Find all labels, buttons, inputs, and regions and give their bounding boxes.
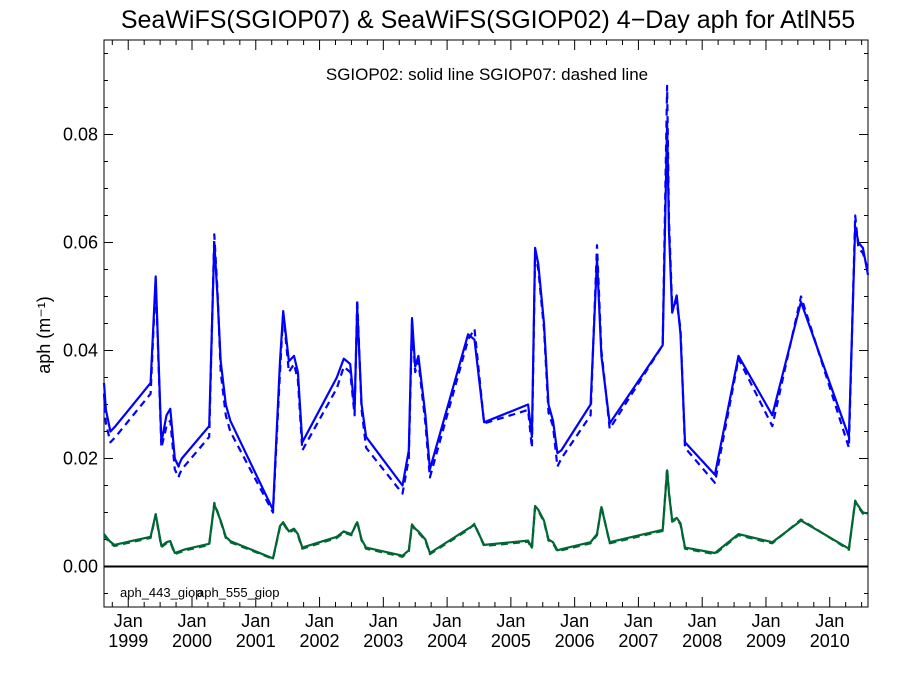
x-tick-label-year: 2010 <box>810 631 850 651</box>
series-line-aph-555-giop-sgiop07 <box>103 467 869 561</box>
chart-title: SeaWiFS(SGIOP07) & SeaWiFS(SGIOP02) 4−Da… <box>121 6 855 34</box>
x-tick-label-year: 2003 <box>363 631 403 651</box>
x-tick-label-month: Jan <box>496 611 525 631</box>
x-tick-label-year: 2001 <box>236 631 276 651</box>
x-tick-label-month: Jan <box>624 611 653 631</box>
y-axis: 0.00 0.02 0.04 0.06 0.08 <box>63 53 868 594</box>
x-tick-label-month: Jan <box>815 611 844 631</box>
x-tick-label-month: Jan <box>560 611 589 631</box>
x-tick-label-year: 1999 <box>108 631 148 651</box>
x-tick-label-year: 2004 <box>427 631 467 651</box>
y-tick-label: 0.08 <box>63 125 98 145</box>
x-tick-label-year: 2005 <box>491 631 531 651</box>
x-tick-label-year: 2002 <box>300 631 340 651</box>
x-tick-label-month: Jan <box>751 611 780 631</box>
y-tick-label: 0.06 <box>63 233 98 253</box>
x-tick-label-year: 2007 <box>618 631 658 651</box>
series-line-aph-443-giop-sgiop02 <box>102 122 870 511</box>
x-axis: Jan1999Jan2000Jan2001Jan2002Jan2003Jan20… <box>108 40 863 651</box>
y-tick-label: 0.00 <box>63 557 98 577</box>
series-layer <box>102 84 870 561</box>
x-tick-label-month: Jan <box>305 611 334 631</box>
line-style-note: SGIOP02: solid line SGIOP07: dashed line <box>326 65 648 84</box>
legend: aph_443_giop aph_555_giop <box>120 585 279 600</box>
x-tick-label-year: 2009 <box>746 631 786 651</box>
x-tick-label-month: Jan <box>114 611 143 631</box>
x-tick-label-month: Jan <box>688 611 717 631</box>
x-tick-label-year: 2008 <box>682 631 722 651</box>
legend-item-aph-443: aph_443_giop <box>120 585 202 600</box>
legend-item-aph-555: aph_555_giop <box>197 585 279 600</box>
x-tick-label-month: Jan <box>241 611 270 631</box>
x-tick-label-month: Jan <box>177 611 206 631</box>
y-tick-label: 0.04 <box>63 341 98 361</box>
x-tick-label-month: Jan <box>369 611 398 631</box>
x-tick-label-month: Jan <box>433 611 462 631</box>
x-tick-label-year: 2006 <box>555 631 595 651</box>
y-tick-label: 0.02 <box>63 449 98 469</box>
series-line-aph-443-giop-sgiop07 <box>102 84 870 514</box>
y-axis-label: aph (m⁻¹) <box>34 296 54 374</box>
x-tick-label-year: 2000 <box>172 631 212 651</box>
